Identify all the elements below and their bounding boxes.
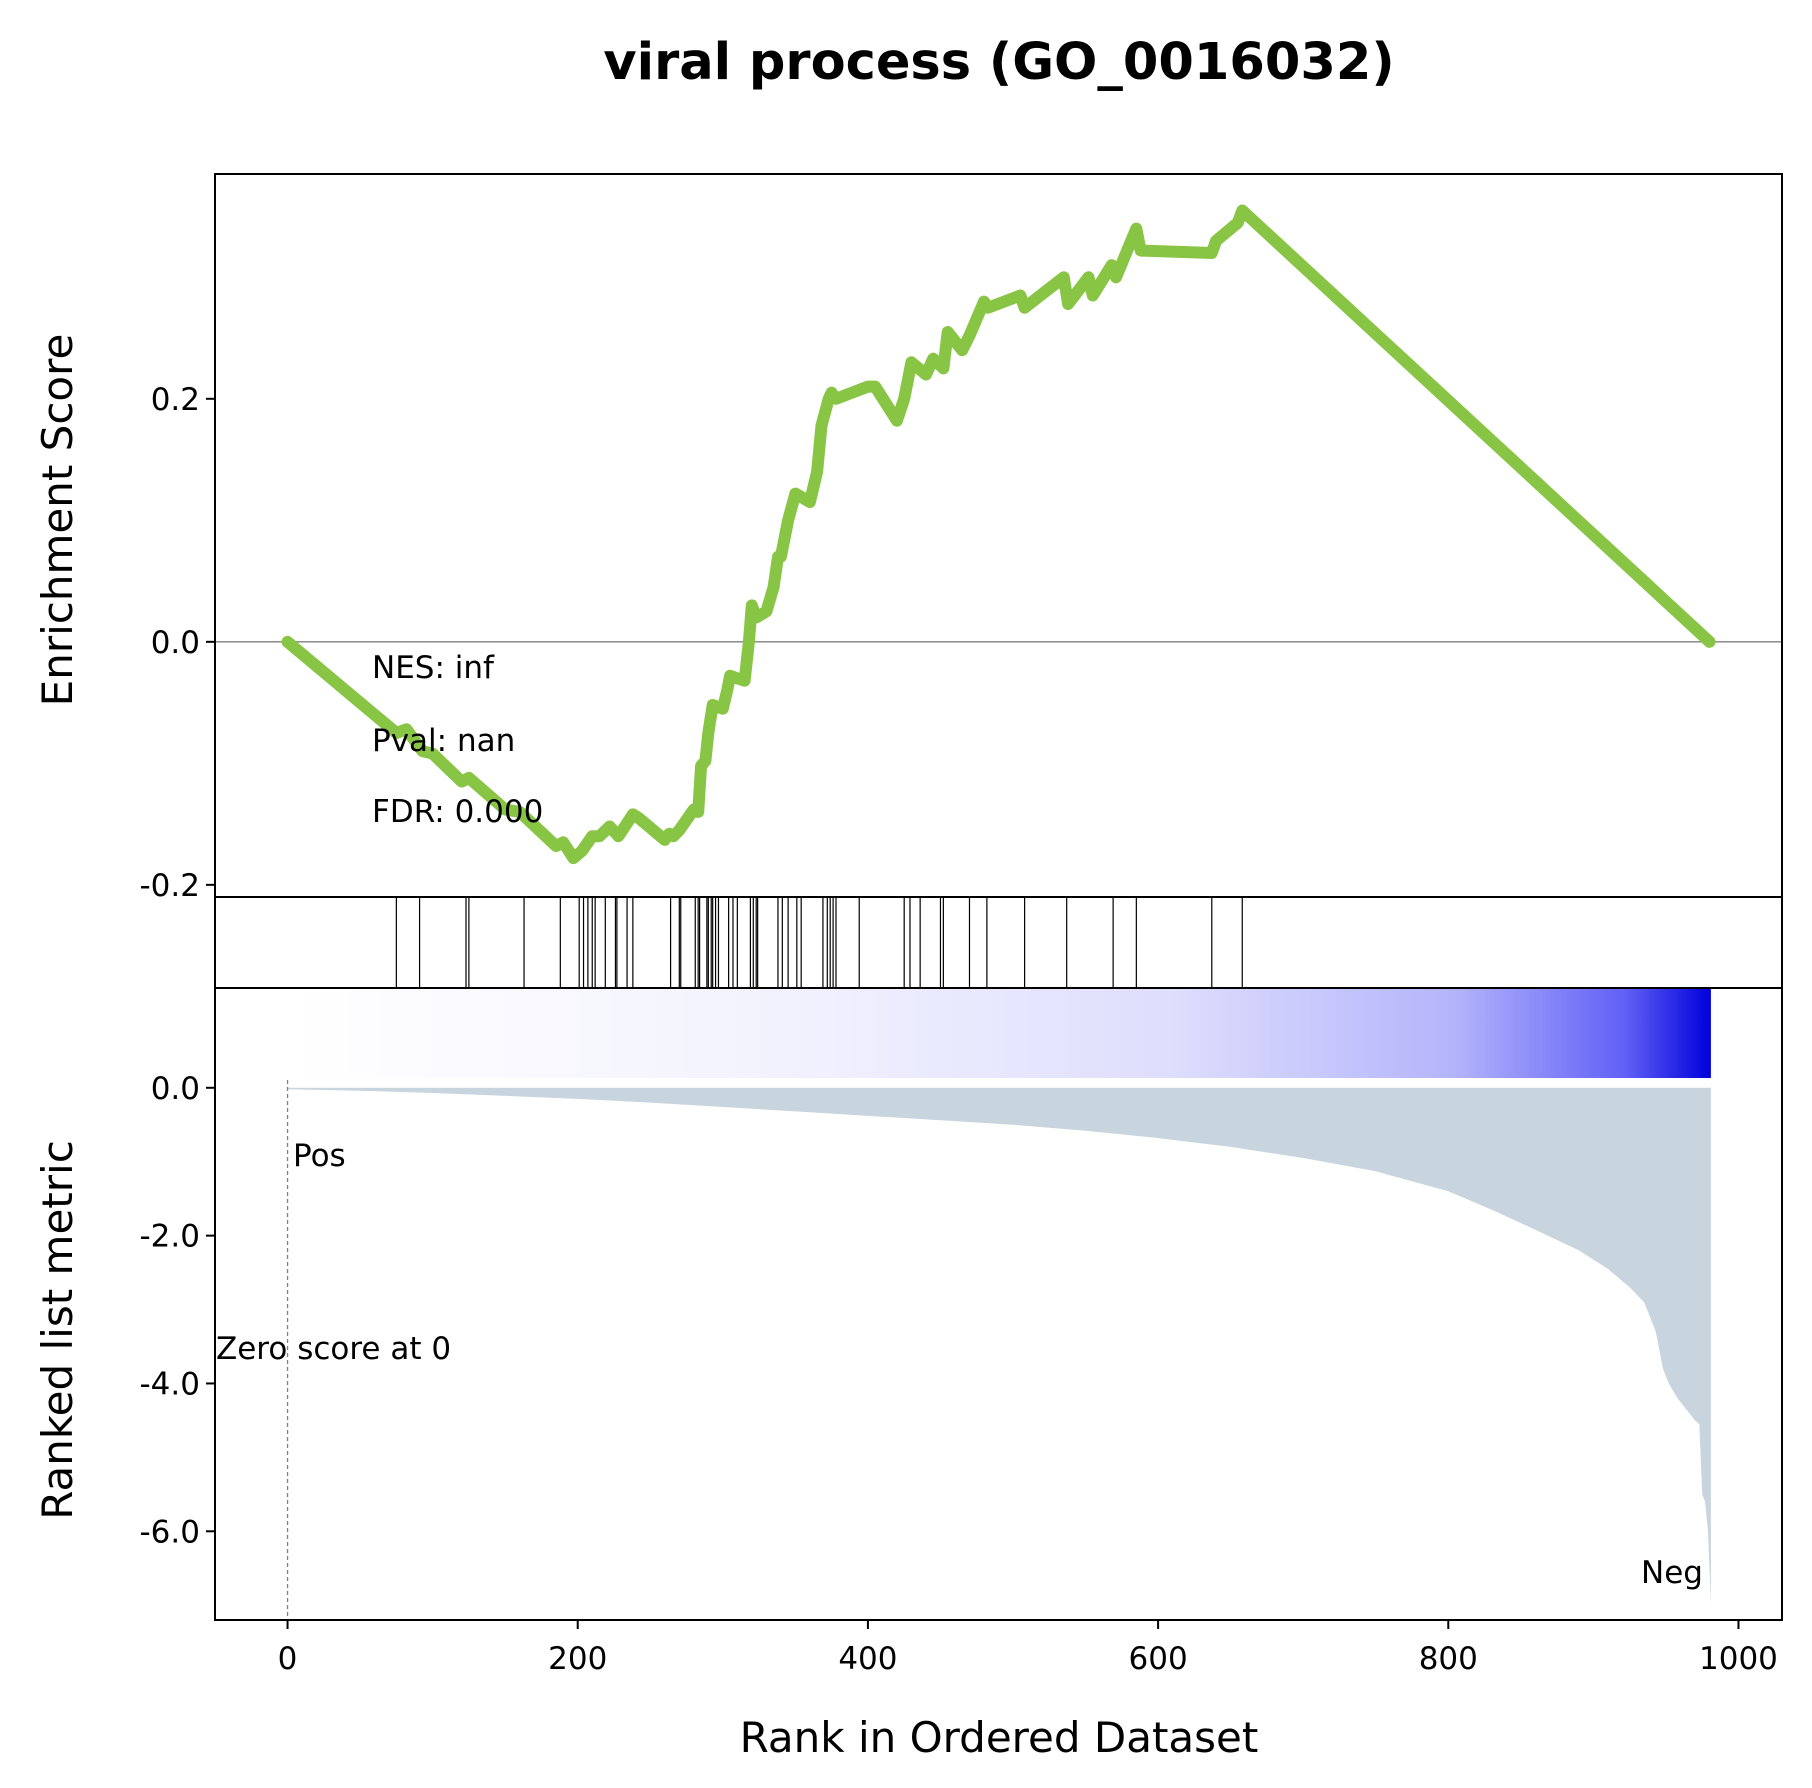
x-tick-label: 600 [1129, 1641, 1188, 1677]
rm-ytick-label: -6.0 [140, 1514, 201, 1550]
es-ylabel: Enrichment Score [33, 334, 82, 707]
es-ytick-label: 0.0 [151, 625, 200, 661]
rm-ytick-label: -2.0 [140, 1219, 201, 1255]
es-ytick-label: -0.2 [140, 868, 201, 904]
rm-ylabel: Ranked list metric [33, 1140, 82, 1520]
es-line [281, 204, 1716, 865]
pval-annotation: Pval: nan [372, 723, 515, 759]
es-ytick-label: 0.2 [151, 382, 200, 418]
rank-colorbar [287, 988, 1711, 1078]
pos-label: Pos [293, 1138, 346, 1174]
x-tick-label: 1000 [1699, 1641, 1778, 1677]
fdr-annotation: FDR: 0.000 [372, 794, 543, 830]
rm-yticks: 0.0 -2.0 -4.0 -6.0 [140, 1071, 215, 1550]
rm-ytick-label: 0.0 [151, 1071, 200, 1107]
rm-panel-frame [214, 987, 1783, 1621]
x-tick-label: 400 [838, 1641, 897, 1677]
es-yticks: -0.2 0.0 0.2 [140, 382, 215, 904]
rm-ytick-label: -4.0 [140, 1366, 201, 1402]
enrichment-panel: -0.2 0.0 0.2 NES: inf Pval: nan FDR: 0.000… [33, 173, 1783, 904]
x-tick-label: 800 [1419, 1641, 1478, 1677]
x-tick-label: 200 [548, 1641, 607, 1677]
chart-title: viral process (GO_0016032) [603, 33, 1394, 92]
x-axis-label: Rank in Ordered Dataset [740, 1713, 1259, 1762]
hit-marks [395, 897, 1243, 988]
neg-label: Neg [1641, 1555, 1703, 1591]
x-tick-label: 0 [278, 1641, 298, 1677]
x-axis-ticks: 0 200 400 600 800 1000 [278, 1620, 1778, 1677]
ranked-metric-panel: 0.0-2.0-4.0-6.0 Pos Neg Zero score at 0 … [33, 987, 1783, 1621]
zero-score-label: Zero score at 0 [216, 1331, 451, 1367]
ranked-metric-area [287, 1087, 1711, 1606]
nes-annotation: NES: inf [372, 650, 495, 686]
